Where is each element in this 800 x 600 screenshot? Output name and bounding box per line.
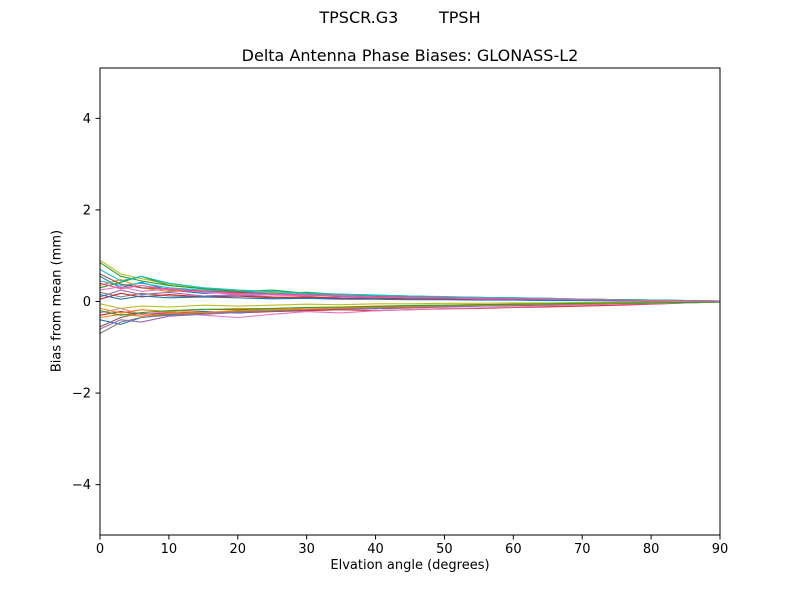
series-line — [99, 282, 721, 303]
x-tick-label: 90 — [712, 542, 729, 557]
figure-suptitle: TPSCR.G3 TPSH — [319, 8, 481, 27]
series-line — [99, 301, 721, 316]
series-line — [99, 300, 721, 309]
x-tick-label: 50 — [436, 542, 453, 557]
y-tick-label: 2 — [83, 203, 91, 218]
x-tick-label: 20 — [230, 542, 247, 557]
x-tick-label: 60 — [505, 542, 522, 557]
x-tick-label: 10 — [161, 542, 178, 557]
y-tick-label: 4 — [83, 112, 91, 127]
y-tick-label: −2 — [72, 387, 91, 402]
y-tick-label: 0 — [83, 295, 91, 310]
x-tick-label: 80 — [643, 542, 660, 557]
x-tick-label: 70 — [574, 542, 591, 557]
x-axis-label: Elvation angle (degrees) — [330, 558, 490, 573]
axes-title: Delta Antenna Phase Biases: GLONASS-L2 — [241, 46, 579, 65]
series-line — [99, 294, 721, 303]
y-axis-label: Bias from mean (mm) — [49, 229, 65, 373]
x-tick-label: 0 — [96, 542, 104, 557]
x-tick-label: 30 — [298, 542, 315, 557]
series-line — [99, 301, 721, 319]
y-tick-label: −4 — [72, 478, 91, 493]
x-tick-label: 40 — [367, 542, 384, 557]
